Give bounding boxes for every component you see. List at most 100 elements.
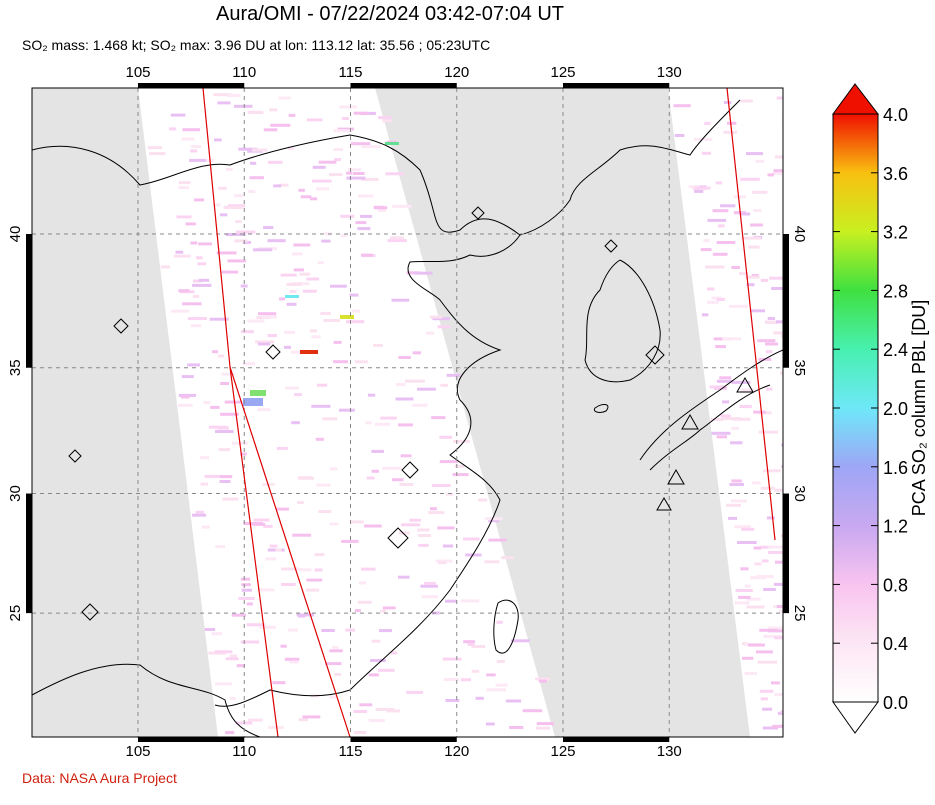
retrieval-pixel <box>311 404 331 408</box>
retrieval-pixel <box>316 383 328 387</box>
retrieval-pixel <box>382 119 393 123</box>
retrieval-pixel <box>772 724 783 728</box>
coastline <box>32 134 521 707</box>
volcano-marker <box>736 376 754 393</box>
colorbar-label: PCA SO₂ column PBL [DU] <box>909 300 929 516</box>
retrieval-pixel <box>240 577 250 581</box>
retrieval-pixel <box>370 659 386 662</box>
retrieval-pixel <box>706 300 719 304</box>
retrieval-pixel <box>406 271 420 275</box>
retrieval-pixel <box>704 121 711 125</box>
retrieval-pixel <box>368 673 379 677</box>
frame-segment <box>138 83 245 88</box>
volcano-marker <box>656 497 672 511</box>
retrieval-pixel <box>760 486 775 490</box>
retrieval-pixel <box>746 597 761 601</box>
retrieval-pixel <box>398 531 410 535</box>
retrieval-pixel <box>192 283 212 287</box>
retrieval-pixel <box>236 664 245 668</box>
retrieval-pixel <box>375 708 395 711</box>
retrieval-pixel <box>240 452 247 456</box>
retrieval-pixel <box>475 696 484 700</box>
retrieval-pixel <box>716 379 733 383</box>
retrieval-pixel <box>280 273 297 277</box>
retrieval-pixel <box>258 342 271 346</box>
retrieval-pixel <box>329 649 343 653</box>
retrieval-pixel <box>712 209 729 213</box>
retrieval-pixel <box>333 129 352 133</box>
retrieval-pixel <box>423 581 436 585</box>
retrieval-pixel <box>332 645 339 649</box>
colorbar-tick-label: 3.2 <box>883 223 908 243</box>
retrieval-pixel <box>181 375 194 379</box>
retrieval-pixel <box>314 568 323 572</box>
retrieval-pixel <box>255 340 274 344</box>
retrieval-pixel <box>716 297 725 301</box>
retrieval-pixel <box>748 245 760 249</box>
retrieval-pixel <box>739 405 752 409</box>
retrieval-pixels <box>148 93 783 735</box>
retrieval-pixel <box>293 243 311 247</box>
volcano-markers <box>68 206 754 621</box>
retrieval-pixel <box>371 639 381 643</box>
retrieval-pixel <box>387 239 407 243</box>
retrieval-pixel <box>223 206 243 209</box>
retrieval-pixel <box>354 609 361 613</box>
retrieval-pixel <box>279 297 286 301</box>
retrieval-pixel <box>741 236 762 240</box>
retrieval-pixel <box>750 223 763 227</box>
retrieval-pixel <box>752 190 768 194</box>
retrieval-pixel <box>329 522 339 526</box>
title: Aura/OMI - 07/22/2024 03:42-07:04 UT <box>216 3 564 25</box>
retrieval-pixel <box>717 224 725 228</box>
retrieval-pixel <box>360 214 373 218</box>
retrieval-pixel <box>428 511 445 515</box>
retrieval-pixel <box>263 524 273 528</box>
retrieval-pixel <box>780 371 783 375</box>
no-data-region <box>32 88 218 737</box>
frame-segment <box>783 234 789 368</box>
retrieval-pixel <box>731 479 742 483</box>
retrieval-pixel <box>262 315 278 319</box>
retrieval-pixel <box>190 241 198 245</box>
retrieval-pixel <box>298 718 308 722</box>
retrieval-pixel <box>757 339 776 343</box>
retrieval-pixel <box>225 657 239 661</box>
retrieval-pixel <box>226 167 233 171</box>
colorbar-tick-label: 2.4 <box>883 340 908 360</box>
volcano-marker <box>604 239 618 253</box>
colorbar-tick-label: 2.8 <box>883 281 908 301</box>
lat-tick-label: 35 <box>791 359 808 376</box>
retrieval-pixel <box>722 400 730 404</box>
retrieval-pixel <box>382 466 402 470</box>
retrieval-pixel <box>761 559 769 563</box>
retrieval-pixel <box>353 172 365 175</box>
colorbar: PCA SO₂ column PBL [DU] 0.0 0.4 0.8 1.2 1.6 2… <box>832 83 929 734</box>
retrieval-pixel <box>392 478 404 482</box>
frame-segment <box>350 737 457 742</box>
retrieval-pixel <box>496 660 505 663</box>
retrieval-pixel <box>342 117 349 120</box>
retrieval-pixel <box>361 253 373 257</box>
retrieval-pixel <box>730 441 743 445</box>
retrieval-pixel <box>353 111 369 115</box>
retrieval-pixel <box>253 518 270 522</box>
retrieval-pixel <box>289 290 297 293</box>
retrieval-pixel <box>286 282 302 286</box>
retrieval-pixel <box>215 545 226 549</box>
retrieval-pixel <box>377 668 395 672</box>
retrieval-pixel <box>294 393 302 397</box>
retrieval-pixel <box>340 315 354 319</box>
retrieval-pixel <box>731 266 740 269</box>
lon-tick-label: 125 <box>550 64 575 81</box>
retrieval-pixel <box>200 482 209 486</box>
retrieval-pixel <box>209 317 229 321</box>
retrieval-pixel <box>284 345 291 349</box>
retrieval-pixel <box>221 270 239 274</box>
retrieval-pixel <box>760 697 768 701</box>
lon-tick-label: 120 <box>444 64 469 81</box>
retrieval-pixel <box>432 317 450 321</box>
retrieval-pixel <box>220 475 233 479</box>
retrieval-pixel <box>412 351 422 355</box>
retrieval-pixel <box>257 408 271 412</box>
